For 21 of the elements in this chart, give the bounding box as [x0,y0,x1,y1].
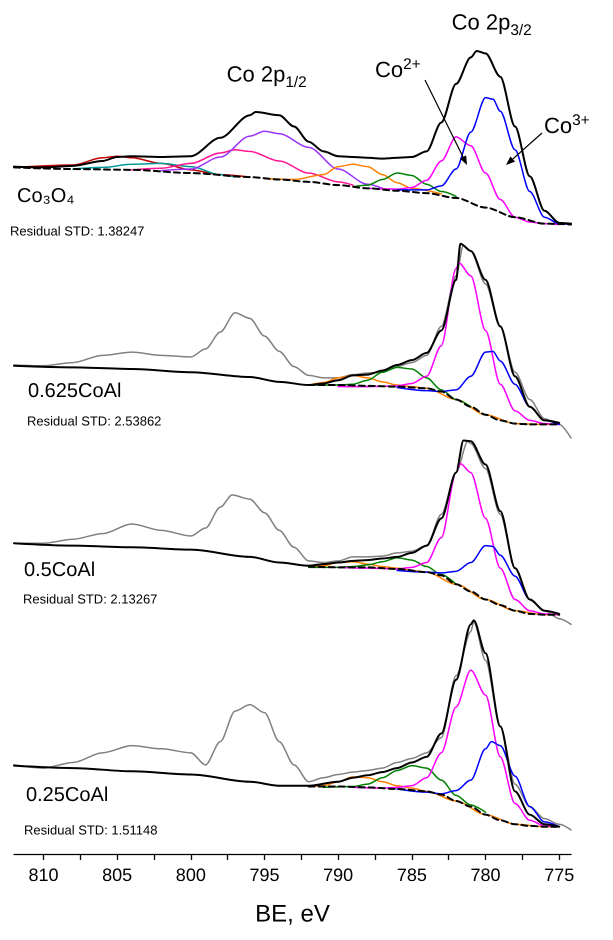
annotation: Residual STD: 1.38247 [10,224,144,238]
annotation: Residual STD: 2.53862 [27,414,162,428]
annotation: Residual STD: 1.51148 [24,822,158,838]
annotation: 0.25CoAl [26,784,108,806]
x-tick-label: 785 [396,865,427,885]
annotation: Co$^{2+}$ [375,56,421,82]
annotation: Co 2p$_{1/2}$ [226,62,307,92]
annotation: 0.5CoAl [24,559,96,581]
x-tick-label: 775 [544,865,574,885]
annotation: Residual STD: 2.13267 [23,592,158,606]
annotation: Co₃O₄ [17,185,74,207]
annotation: Co$^{3+}$ [544,112,590,138]
x-tick-label: 800 [176,865,206,885]
x-tick-label: 780 [470,865,501,885]
x-tick-label: 810 [28,865,58,885]
x-axis-title: BE, eV [255,900,330,928]
x-tick-label: 790 [323,865,354,885]
annotation: Co 2p$_{3/2}$ [452,10,532,39]
annotation: 0.625CoAl [28,380,122,402]
x-tick-label: 795 [249,865,280,885]
x-tick-label: 805 [102,865,132,885]
